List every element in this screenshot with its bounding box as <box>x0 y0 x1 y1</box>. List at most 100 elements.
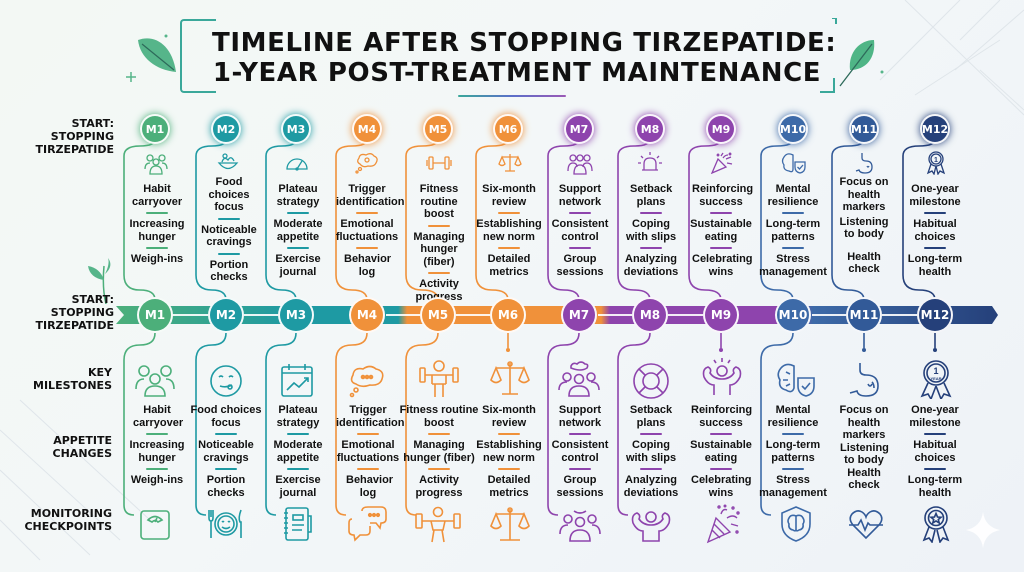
dumbbell-icon <box>426 156 452 170</box>
node-label: M1 <box>145 122 165 136</box>
milestone-text: Six-month review <box>482 183 536 208</box>
separator <box>146 433 168 435</box>
top-node-m4[interactable]: M4 <box>352 114 382 144</box>
separator <box>924 468 946 470</box>
bottom-node-m5[interactable]: M5 <box>420 297 456 333</box>
top-node-m11[interactable]: M11 <box>849 114 879 144</box>
top-column-m6: Six-month review Establishing new norm D… <box>470 183 548 278</box>
bottom-node-m12[interactable]: M12 <box>917 297 953 333</box>
top-node-m7[interactable]: M7 <box>564 114 594 144</box>
title-underline <box>458 95 566 97</box>
separator <box>428 433 450 435</box>
bottom-node-m11[interactable]: M11 <box>846 297 882 333</box>
separator <box>640 468 662 470</box>
top-node-m8[interactable]: M8 <box>635 114 665 144</box>
monitoring-text: Weigh-ins <box>130 474 184 486</box>
label-line: APPETITE <box>53 434 112 447</box>
appetite-text: Moderate appetite <box>273 218 323 243</box>
node-label: M1 <box>144 308 166 322</box>
top-node-m2[interactable]: M2 <box>211 114 241 144</box>
bottom-node-m7[interactable]: M7 <box>561 297 597 333</box>
appetite-text: Habitual choices <box>913 439 957 464</box>
separator <box>215 433 237 435</box>
top-node-m1[interactable]: M1 <box>140 114 170 144</box>
monitoring-text: Portion checks <box>206 474 246 499</box>
separator <box>782 433 804 435</box>
bottom-column-m2: Food choices focus Noticeable cravings P… <box>184 404 268 499</box>
bottom-node-m1[interactable]: M1 <box>137 297 173 333</box>
bottom-node-m8[interactable]: M8 <box>632 297 668 333</box>
separator <box>710 433 732 435</box>
top-column-m10: Mental resilience Long-term patterns Str… <box>754 183 832 278</box>
separator <box>287 247 309 249</box>
bottom-column-m1: Habit carryover Increasing hunger Weigh-… <box>115 404 199 487</box>
title-bracket-left <box>180 19 216 93</box>
node-label: M7 <box>569 122 589 136</box>
bottom-node-m10[interactable]: M10 <box>775 297 811 333</box>
balance-scale-icon <box>490 361 530 395</box>
milestone-text: Fitness routine boost <box>399 404 479 429</box>
strong-person-icon <box>702 358 742 395</box>
people-group-icon <box>135 365 175 397</box>
monitoring-text: Exercise journal <box>275 474 321 499</box>
bottom-node-m6[interactable]: M6 <box>490 297 526 333</box>
node-label: M9 <box>711 122 731 136</box>
monitoring-text: Group sessions <box>556 253 604 278</box>
bottom-node-m4[interactable]: M4 <box>349 297 385 333</box>
milestone-text: Fitness routine boost <box>419 183 459 220</box>
gauge-icon <box>286 158 308 171</box>
separator <box>782 212 804 214</box>
appetite-text: Noticeable cravings <box>201 223 257 249</box>
separator <box>498 433 520 435</box>
top-node-m10[interactable]: M10 <box>778 114 808 144</box>
separator <box>218 252 240 255</box>
monitoring-text: Behavior log <box>346 474 394 499</box>
node-label: M2 <box>215 308 237 322</box>
separator <box>146 212 168 214</box>
node-label: M11 <box>849 308 879 322</box>
appetite-text: Increasing hunger <box>129 439 185 464</box>
monitoring-text: Group sessions <box>556 474 604 499</box>
separator <box>357 468 379 470</box>
separator <box>782 468 804 470</box>
top-node-m6[interactable]: M6 <box>493 114 523 144</box>
separator <box>924 433 946 435</box>
weightlifter-icon <box>415 506 461 543</box>
separator <box>924 247 946 249</box>
top-node-m12[interactable]: M12 <box>920 114 950 144</box>
appetite-text: Listening to body <box>840 441 889 467</box>
milestone-text: Support network <box>558 404 602 429</box>
appetite-text: Establishing new norm <box>476 439 542 464</box>
appetite-text: Managing hunger (fiber) <box>403 439 475 464</box>
milestone-text: One-year milestone <box>909 404 961 429</box>
top-column-m9: Reinforcing success Sustainable eating C… <box>682 183 760 278</box>
bottom-node-m9[interactable]: M9 <box>703 297 739 333</box>
thought-bubble-icon <box>355 153 378 174</box>
separator <box>569 468 591 470</box>
milestone-text: Food choices focus <box>190 404 262 429</box>
bottom-column-m4: Trigger identification Emotional fluctua… <box>326 404 410 499</box>
svg-text:1: 1 <box>933 366 938 376</box>
top-node-m3[interactable]: M3 <box>281 114 311 144</box>
top-node-m9[interactable]: M9 <box>706 114 736 144</box>
separator <box>710 212 732 214</box>
monitoring-text: Analyzing deviations <box>623 253 679 278</box>
separator <box>498 212 520 214</box>
top-node-m5[interactable]: M5 <box>423 114 453 144</box>
top-column-m4: Trigger identification Emotional fluctua… <box>328 183 406 278</box>
stomach-icon <box>855 153 873 174</box>
node-label: M5 <box>428 122 448 136</box>
separator <box>356 247 378 249</box>
bottom-node-m3[interactable]: M3 <box>278 297 314 333</box>
brain-shield-icon <box>777 363 815 397</box>
label-line: STOPPING <box>50 130 114 143</box>
monitoring-text: Stress management <box>759 253 827 278</box>
monitoring-text: Analyzing deviations <box>623 474 679 499</box>
appetite-text: Coping with slips <box>625 439 677 464</box>
separator <box>287 212 309 214</box>
bottom-node-m2[interactable]: M2 <box>208 297 244 333</box>
milestone-text: Setback plans <box>629 404 673 429</box>
leaf-sprig-icon <box>88 258 111 304</box>
label-line: STOPPING <box>50 306 114 319</box>
milestone-text: Plateau strategy <box>276 183 320 208</box>
